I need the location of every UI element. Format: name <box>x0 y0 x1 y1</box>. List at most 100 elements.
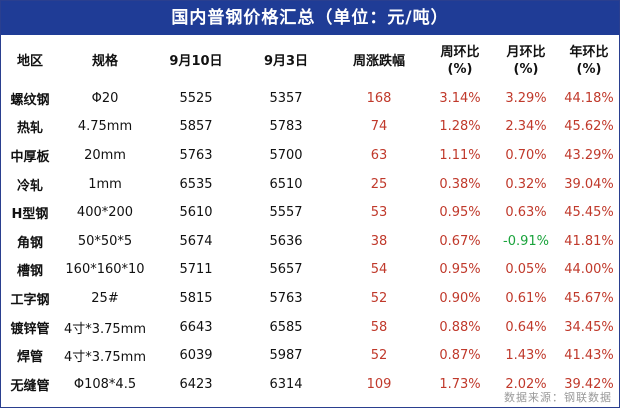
cell-product: 焊管 <box>16 350 43 366</box>
cell-mom: 0.63% <box>493 198 559 227</box>
cell-yoy: 45.67% <box>564 290 614 306</box>
cell-wow: 1.28% <box>439 119 481 135</box>
cell-weekly-change: 38 <box>370 233 388 249</box>
cell-wow: 0.95% <box>427 198 493 227</box>
cell-yoy: 43.29% <box>559 141 619 170</box>
table-row: 镀锌管 4寸*3.75mm 6643 6585 58 0.88% 0.64% 34.45% <box>1 312 619 342</box>
cell-spec: 1mm <box>88 176 122 192</box>
header-wow: 周环比 (%) <box>440 45 480 77</box>
cell-yoy: 39.42% <box>559 369 619 399</box>
cell-mom: 2.02% <box>493 369 559 399</box>
cell-wow: 0.90% <box>439 290 481 306</box>
cell-product: H型钢 <box>1 198 59 227</box>
cell-wow: 1.11% <box>427 141 493 170</box>
cell-sep10: 6535 <box>179 176 213 192</box>
cell-yoy: 44.00% <box>559 255 619 285</box>
cell-sep10: 5610 <box>151 198 241 227</box>
cell-mom: 1.43% <box>505 348 547 364</box>
cell-wow: 3.14% <box>427 84 493 113</box>
cell-mom: -0.91% <box>503 233 549 249</box>
header-mom: 月环比 (%) <box>506 45 546 77</box>
cell-spec: Φ108*4.5 <box>59 369 151 399</box>
cell-weekly-change: 25 <box>370 176 388 192</box>
header-yoy: 年环比 (%) <box>569 45 609 77</box>
table-row: 冷轧 1mm 6535 6510 25 0.38% 0.32% 39.04% <box>1 170 619 199</box>
cell-yoy: 34.45% <box>559 312 619 342</box>
cell-sep10: 5711 <box>151 255 241 285</box>
cell-yoy: 41.81% <box>564 233 614 249</box>
header-region: 地区 <box>16 53 43 69</box>
table-row: 无缝管 Φ108*4.5 6423 6314 109 1.73% 2.02% 39.42% <box>1 369 619 399</box>
cell-yoy: 44.18% <box>559 84 619 113</box>
cell-wow: 0.87% <box>439 348 481 364</box>
cell-sep3: 5357 <box>241 84 331 113</box>
cell-wow: 0.38% <box>439 176 481 192</box>
cell-sep10: 5857 <box>179 119 213 135</box>
cell-product: 镀锌管 <box>1 312 59 342</box>
cell-product: 中厚板 <box>1 141 59 170</box>
table-row: 角钢 50*50*5 5674 5636 38 0.67% -0.91% 41.81% <box>1 227 619 256</box>
table-row: 热轧 4.75mm 5857 5783 74 1.28% 2.34% 45.62% <box>1 113 619 142</box>
table-body: 螺纹钢 Φ20 5525 5357 168 3.14% 3.29% 44.18% 热轧 4.75m… <box>1 84 619 399</box>
cell-sep3: 5763 <box>269 290 303 306</box>
cell-spec: 4寸*3.75mm <box>59 312 151 342</box>
cell-spec: 4.75mm <box>77 119 133 135</box>
cell-mom: 0.64% <box>493 312 559 342</box>
cell-spec: 400*200 <box>59 198 151 227</box>
cell-wow: 1.73% <box>427 369 493 399</box>
cell-sep3: 6585 <box>241 312 331 342</box>
cell-sep10: 5763 <box>151 141 241 170</box>
cell-wow: 0.67% <box>439 233 481 249</box>
header-spec: 规格 <box>91 53 118 69</box>
cell-mom: 0.70% <box>493 141 559 170</box>
cell-sep10: 5815 <box>179 290 213 306</box>
cell-sep3: 6314 <box>241 369 331 399</box>
cell-sep3: 5783 <box>269 119 303 135</box>
cell-sep3: 5987 <box>269 348 303 364</box>
cell-product: 冷轧 <box>16 178 43 194</box>
cell-mom: 0.32% <box>505 176 547 192</box>
cell-sep3: 5700 <box>241 141 331 170</box>
cell-sep10: 5525 <box>151 84 241 113</box>
cell-sep3: 5636 <box>269 233 303 249</box>
cell-product: 螺纹钢 <box>1 84 59 113</box>
cell-weekly-change: 63 <box>331 141 427 170</box>
cell-product: 角钢 <box>16 235 43 251</box>
steel-price-table: 地区 规格 9月10日 9月3日 周涨跌幅 周环比 (%) 月环比 (%) 年环比(… <box>1 38 619 399</box>
table-row: 工字钢 25# 5815 5763 52 0.90% 0.61% 45.67% <box>1 284 619 313</box>
cell-wow: 0.95% <box>427 255 493 285</box>
cell-spec: 20mm <box>59 141 151 170</box>
cell-mom: 2.34% <box>505 119 547 135</box>
cell-weekly-change: 168 <box>331 84 427 113</box>
data-source: 数据来源：钢联数据 <box>504 391 612 404</box>
cell-sep10: 6643 <box>151 312 241 342</box>
cell-weekly-change: 74 <box>370 119 388 135</box>
cell-weekly-change: 109 <box>331 369 427 399</box>
cell-product: 无缝管 <box>1 369 59 399</box>
table-row: 中厚板 20mm 5763 5700 63 1.11% 0.70% 43.29% <box>1 141 619 170</box>
table-title: 国内普钢价格汇总（单位：元/吨） <box>1 1 619 35</box>
cell-sep3: 6510 <box>269 176 303 192</box>
cell-product: 热轧 <box>16 121 43 137</box>
cell-weekly-change: 52 <box>370 348 388 364</box>
cell-product: 工字钢 <box>10 292 50 308</box>
table-row: 槽钢 160*160*10 5711 5657 54 0.95% 0.05% 44.00% <box>1 255 619 285</box>
cell-sep10: 5674 <box>179 233 213 249</box>
cell-wow: 0.88% <box>427 312 493 342</box>
table-row: H型钢 400*200 5610 5557 53 0.95% 0.63% 45.45% <box>1 198 619 227</box>
cell-sep10: 6039 <box>179 348 213 364</box>
cell-yoy: 41.43% <box>564 348 614 364</box>
cell-spec: 50*50*5 <box>77 233 133 249</box>
cell-yoy: 39.04% <box>564 176 614 192</box>
cell-spec: Φ20 <box>59 84 151 113</box>
cell-spec: 160*160*10 <box>59 255 151 285</box>
table-row: 螺纹钢 Φ20 5525 5357 168 3.14% 3.29% 44.18% <box>1 84 619 113</box>
cell-mom: 0.05% <box>493 255 559 285</box>
table-row: 焊管 4寸*3.75mm 6039 5987 52 0.87% 1.43% 41.43% <box>1 341 619 370</box>
header-row: 地区 规格 9月10日 9月3日 周涨跌幅 周环比 (%) 月环比 (%) 年环比(… <box>1 38 619 84</box>
cell-mom: 3.29% <box>493 84 559 113</box>
cell-spec: 4寸*3.75mm <box>63 350 147 366</box>
header-weekly-change: 周涨跌幅 <box>352 53 405 69</box>
cell-weekly-change: 58 <box>331 312 427 342</box>
cell-sep10: 6423 <box>151 369 241 399</box>
